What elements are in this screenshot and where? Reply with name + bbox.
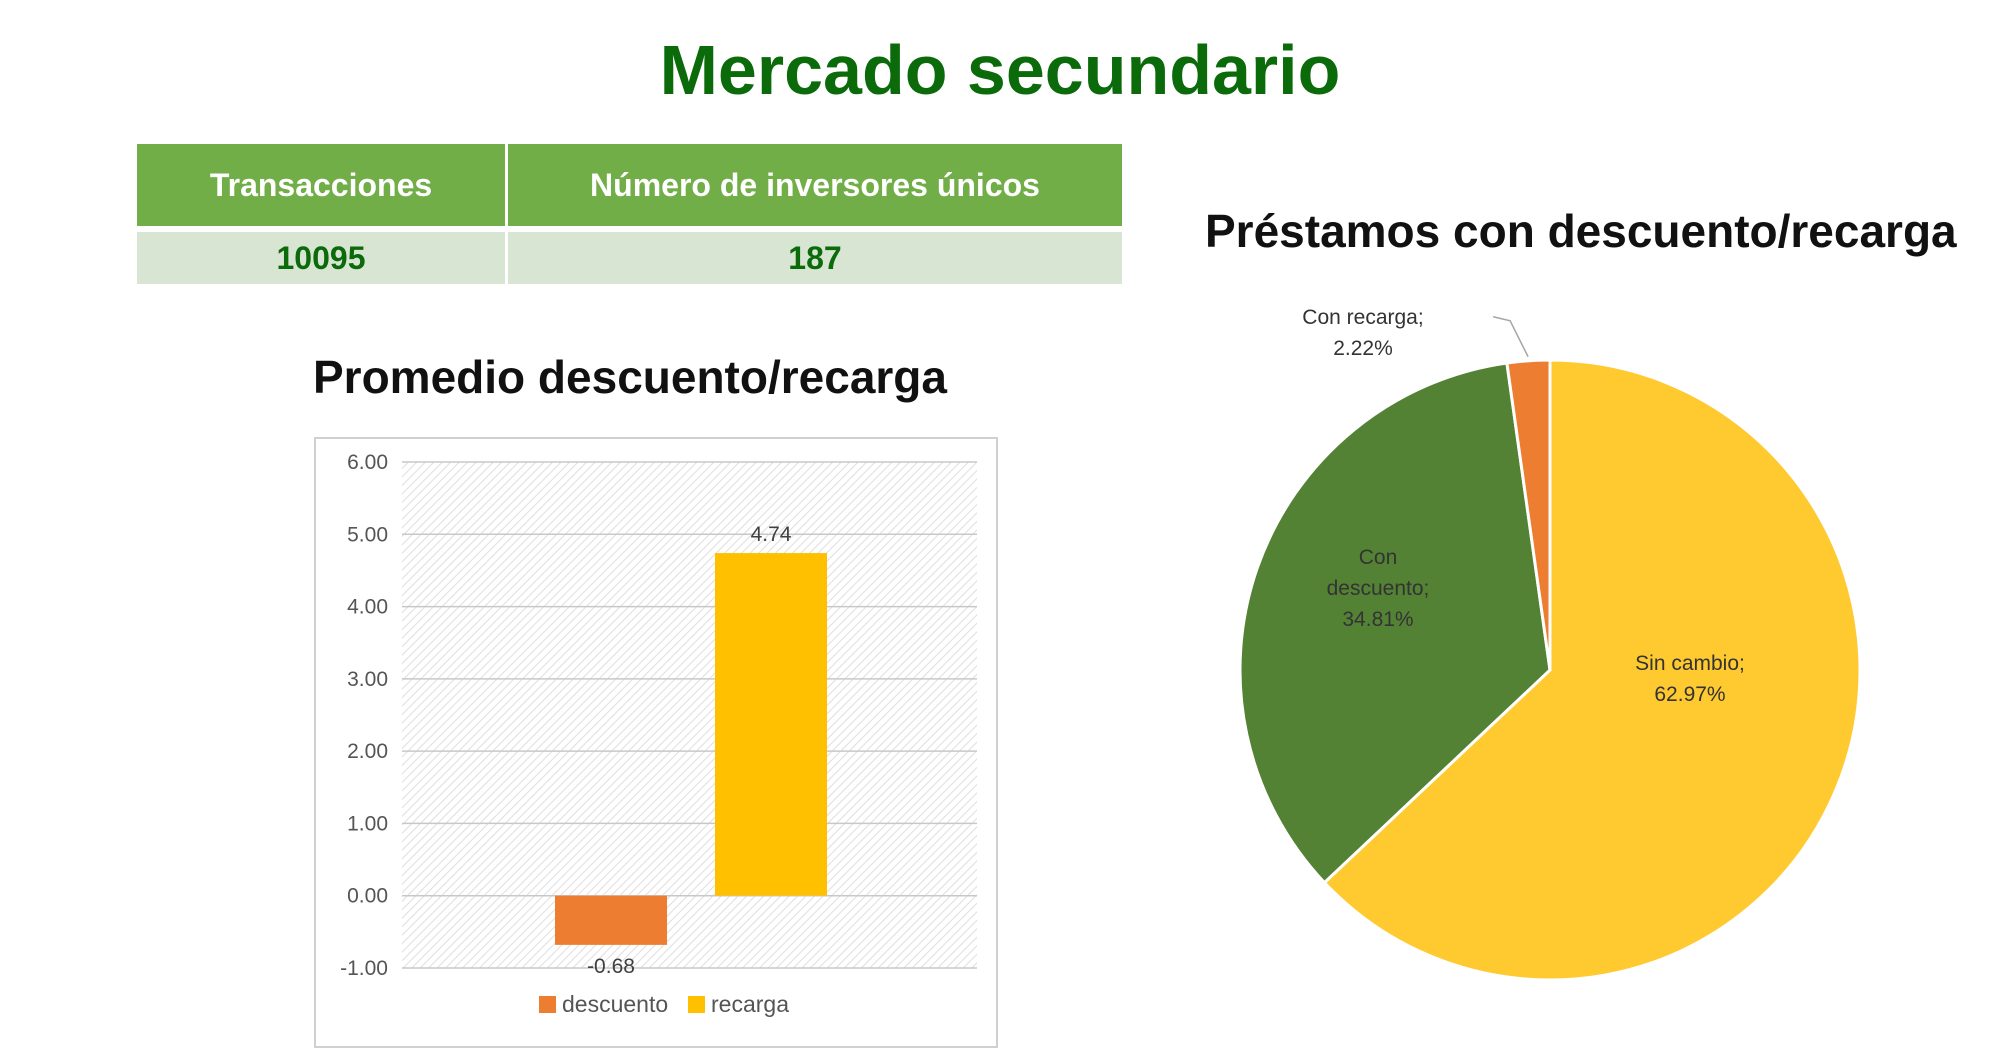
header-inversores-unicos: Número de inversores únicos (506, 144, 1122, 229)
pie-slice-con-descuento (1238, 361, 1552, 885)
bar-chart-title: Promedio descuento/recarga (313, 351, 947, 403)
pie-slice-con-recarga (1505, 358, 1552, 671)
bar-chart: 6.00 5.00 4.00 3.00 2.00 1.00 0.00 -1.00 -0.68 4.… (314, 437, 998, 1048)
y-tick-label: -1.00 (340, 957, 388, 980)
plot-area (402, 462, 977, 968)
legend-swatch-recarga (688, 996, 705, 1013)
y-tick-label: 3.00 (347, 668, 388, 691)
y-tick-label: 1.00 (347, 812, 388, 835)
bar-recarga (715, 553, 827, 896)
legend-swatch-descuento (539, 996, 556, 1013)
pie-leader-line (1492, 316, 1529, 358)
y-tick-label: 2.00 (347, 740, 388, 763)
pie-label-sin-cambio: Sin cambio; 62.97% (1635, 652, 1745, 706)
pie-label-con-recarga: Con recarga; 2.22% (1302, 306, 1423, 360)
y-tick-label: 5.00 (347, 523, 388, 546)
pie-chart: Sin cambio; 62.97% Con descuento; 34.81% Con … (1238, 306, 1862, 982)
summary-table: Transacciones Número de inversores único… (137, 144, 1122, 284)
legend-label-descuento: descuento (562, 991, 668, 1017)
bar-descuento (555, 895, 667, 945)
value-transacciones: 10095 (137, 226, 508, 284)
y-tick-label: 6.00 (347, 451, 388, 474)
legend-label-recarga: recarga (711, 991, 789, 1017)
data-label-recarga: 4.74 (751, 523, 792, 546)
pie-chart-title: Préstamos con descuento/recarga (1205, 205, 1957, 257)
y-tick-label: 0.00 (347, 885, 388, 908)
header-transacciones: Transacciones (137, 144, 508, 229)
value-inversores-unicos: 187 (506, 226, 1122, 284)
summary-table-row: 10095 187 (137, 226, 1122, 284)
pie-label-con-descuento: Con descuento; 34.81% (1327, 546, 1430, 631)
y-tick-label: 4.00 (347, 596, 388, 619)
summary-table-header-row: Transacciones Número de inversores único… (137, 144, 1122, 229)
data-label-descuento: -0.68 (587, 955, 635, 978)
page-title: Mercado secundario (659, 31, 1341, 109)
pie-slice-sin-cambio (1322, 358, 1862, 982)
